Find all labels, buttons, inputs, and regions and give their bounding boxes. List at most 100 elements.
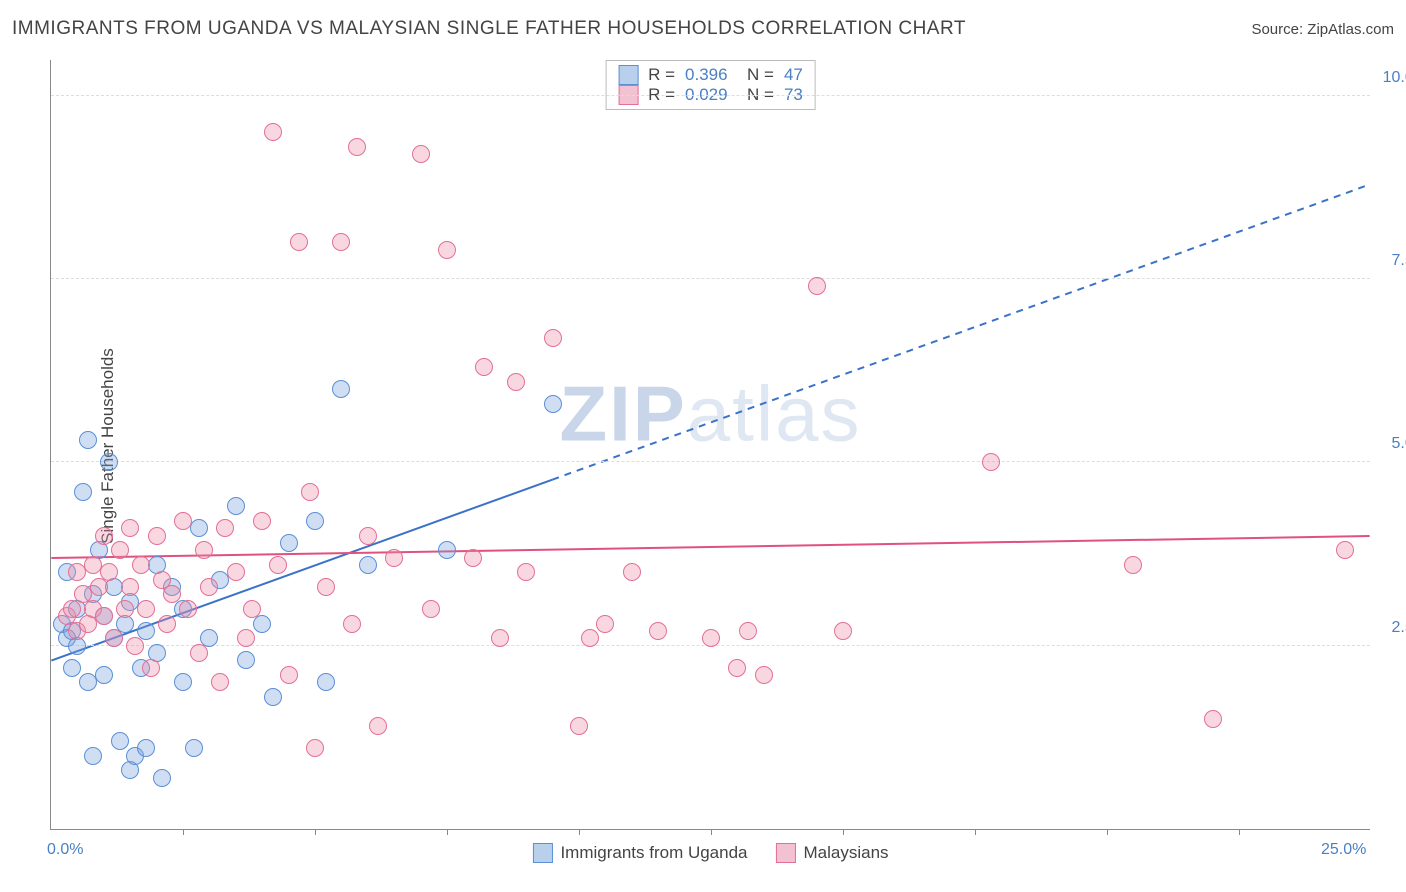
data-point bbox=[317, 578, 335, 596]
x-tick-label: 0.0% bbox=[47, 841, 83, 859]
data-point bbox=[111, 541, 129, 559]
data-point bbox=[438, 241, 456, 259]
data-point bbox=[63, 659, 81, 677]
gridline-h bbox=[51, 461, 1370, 462]
data-point bbox=[126, 637, 144, 655]
data-point bbox=[596, 615, 614, 633]
data-point bbox=[264, 123, 282, 141]
data-point bbox=[137, 739, 155, 757]
data-point bbox=[702, 629, 720, 647]
legend-label: Immigrants from Uganda bbox=[560, 843, 747, 863]
data-point bbox=[491, 629, 509, 647]
data-point bbox=[158, 615, 176, 633]
data-point bbox=[1336, 541, 1354, 559]
x-tick bbox=[1107, 829, 1108, 835]
swatch-icon bbox=[532, 843, 552, 863]
x-tick bbox=[447, 829, 448, 835]
data-point bbox=[280, 666, 298, 684]
data-point bbox=[290, 233, 308, 251]
x-tick bbox=[315, 829, 316, 835]
data-point bbox=[306, 512, 324, 530]
data-point bbox=[174, 512, 192, 530]
data-point bbox=[570, 717, 588, 735]
data-point bbox=[116, 600, 134, 618]
x-tick bbox=[711, 829, 712, 835]
data-point bbox=[84, 747, 102, 765]
data-point bbox=[280, 534, 298, 552]
data-point bbox=[385, 549, 403, 567]
data-point bbox=[412, 145, 430, 163]
data-point bbox=[649, 622, 667, 640]
data-point bbox=[200, 578, 218, 596]
y-tick-label: 5.0% bbox=[1392, 435, 1406, 453]
data-point bbox=[243, 600, 261, 618]
data-point bbox=[332, 380, 350, 398]
stats-legend-box: R = 0.396 N = 47 R = 0.029 N = 73 bbox=[605, 60, 816, 110]
data-point bbox=[301, 483, 319, 501]
chart-title: IMMIGRANTS FROM UGANDA VS MALAYSIAN SING… bbox=[12, 18, 966, 40]
data-point bbox=[264, 688, 282, 706]
x-tick bbox=[1239, 829, 1240, 835]
data-point bbox=[422, 600, 440, 618]
data-point bbox=[100, 563, 118, 581]
n-value: 47 bbox=[784, 65, 803, 85]
data-point bbox=[306, 739, 324, 757]
data-point bbox=[95, 666, 113, 684]
data-point bbox=[544, 395, 562, 413]
data-point bbox=[227, 497, 245, 515]
data-point bbox=[142, 659, 160, 677]
data-point bbox=[121, 578, 139, 596]
source-label: Source: ZipAtlas.com bbox=[1251, 21, 1394, 38]
data-point bbox=[148, 527, 166, 545]
legend-label: Malaysians bbox=[804, 843, 889, 863]
stat-label: N = bbox=[738, 65, 774, 85]
swatch-icon bbox=[776, 843, 796, 863]
data-point bbox=[95, 527, 113, 545]
swatch-icon bbox=[618, 65, 638, 85]
data-point bbox=[163, 585, 181, 603]
data-point bbox=[237, 651, 255, 669]
stat-label: R = bbox=[648, 65, 675, 85]
data-point bbox=[581, 629, 599, 647]
y-tick-label: 7.5% bbox=[1392, 252, 1406, 270]
data-point bbox=[369, 717, 387, 735]
data-point bbox=[739, 622, 757, 640]
r-value: 0.396 bbox=[685, 65, 728, 85]
data-point bbox=[237, 629, 255, 647]
data-point bbox=[1204, 710, 1222, 728]
data-point bbox=[475, 358, 493, 376]
trend-lines bbox=[51, 60, 1370, 829]
data-point bbox=[95, 607, 113, 625]
data-point bbox=[190, 644, 208, 662]
data-point bbox=[332, 233, 350, 251]
legend-item: Malaysians bbox=[776, 843, 889, 863]
data-point bbox=[359, 556, 377, 574]
watermark: ZIPatlas bbox=[559, 368, 861, 459]
data-point bbox=[74, 483, 92, 501]
data-point bbox=[359, 527, 377, 545]
data-point bbox=[227, 563, 245, 581]
data-point bbox=[190, 519, 208, 537]
gridline-h bbox=[51, 278, 1370, 279]
data-point bbox=[507, 373, 525, 391]
data-point bbox=[79, 431, 97, 449]
data-point bbox=[464, 549, 482, 567]
stats-row: R = 0.396 N = 47 bbox=[618, 65, 803, 85]
data-point bbox=[153, 769, 171, 787]
data-point bbox=[834, 622, 852, 640]
x-tick bbox=[975, 829, 976, 835]
data-point bbox=[179, 600, 197, 618]
data-point bbox=[121, 519, 139, 537]
legend-item: Immigrants from Uganda bbox=[532, 843, 747, 863]
data-point bbox=[105, 629, 123, 647]
data-point bbox=[755, 666, 773, 684]
x-tick-label: 25.0% bbox=[1321, 841, 1366, 859]
y-tick-label: 10.0% bbox=[1383, 69, 1406, 87]
data-point bbox=[982, 453, 1000, 471]
data-point bbox=[100, 453, 118, 471]
data-point bbox=[269, 556, 287, 574]
data-point bbox=[174, 673, 192, 691]
data-point bbox=[253, 615, 271, 633]
data-point bbox=[195, 541, 213, 559]
data-point bbox=[132, 556, 150, 574]
